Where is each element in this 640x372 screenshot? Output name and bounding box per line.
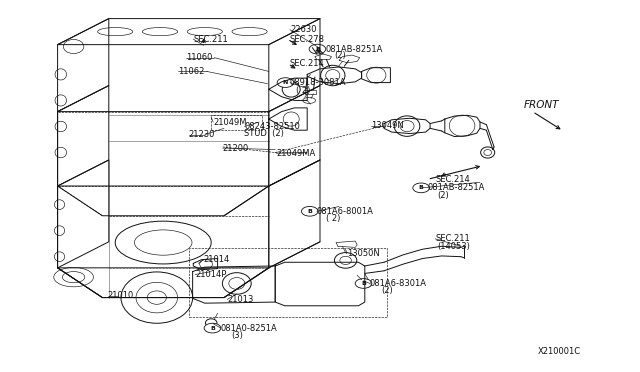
Text: SEC.211: SEC.211 [193,35,228,44]
Text: (3): (3) [232,331,244,340]
Text: N: N [283,80,288,85]
Text: 21014P: 21014P [195,270,227,279]
Text: SEC.211: SEC.211 [435,234,470,243]
Circle shape [355,279,372,288]
Text: 081A0-8251A: 081A0-8251A [221,324,278,333]
Text: X210001C: X210001C [538,347,580,356]
Text: (2): (2) [381,286,392,295]
Text: B: B [419,185,424,190]
Text: ( 2): ( 2) [326,214,340,223]
Text: 22630: 22630 [290,25,316,34]
Text: 13050N: 13050N [347,249,380,258]
Bar [211,115,262,130]
Text: 081AB-8251A: 081AB-8251A [325,45,383,54]
Text: B: B [307,209,312,214]
Circle shape [413,183,429,193]
Text: 21013: 21013 [227,295,253,304]
Text: B: B [361,281,366,286]
Text: 21049M: 21049M [213,118,246,126]
Text: B: B [210,326,215,331]
Text: 081A6-8001A: 081A6-8001A [317,207,374,216]
Text: 21010: 21010 [108,291,134,300]
Text: 08918-3081A: 08918-3081A [290,78,346,87]
Bar [189,248,387,317]
Text: 13049N: 13049N [371,121,404,130]
Circle shape [277,78,294,87]
Text: 11062: 11062 [178,67,204,76]
Circle shape [204,323,221,333]
Text: (14053): (14053) [437,242,470,251]
Circle shape [301,206,318,216]
Text: SEC.214: SEC.214 [435,175,470,184]
Text: 21230: 21230 [189,130,215,139]
Text: (2): (2) [335,51,346,60]
Text: 08243-82510: 08243-82510 [244,122,300,131]
Text: 21200: 21200 [223,144,249,153]
Circle shape [309,44,326,54]
Text: 11060: 11060 [186,53,212,62]
Text: (2): (2) [437,191,449,200]
Text: 21014: 21014 [204,255,230,264]
Text: 081A6-8301A: 081A6-8301A [370,279,427,288]
Text: SEC.214: SEC.214 [290,60,324,68]
Text: STUD  (2): STUD (2) [244,129,284,138]
Text: SEC.278: SEC.278 [290,35,325,44]
Text: 081AB-8251A: 081AB-8251A [428,183,485,192]
Text: ( 2): ( 2) [296,86,310,94]
Text: 21049MA: 21049MA [276,149,316,158]
Text: B: B [315,46,320,52]
Text: FRONT: FRONT [524,100,559,110]
